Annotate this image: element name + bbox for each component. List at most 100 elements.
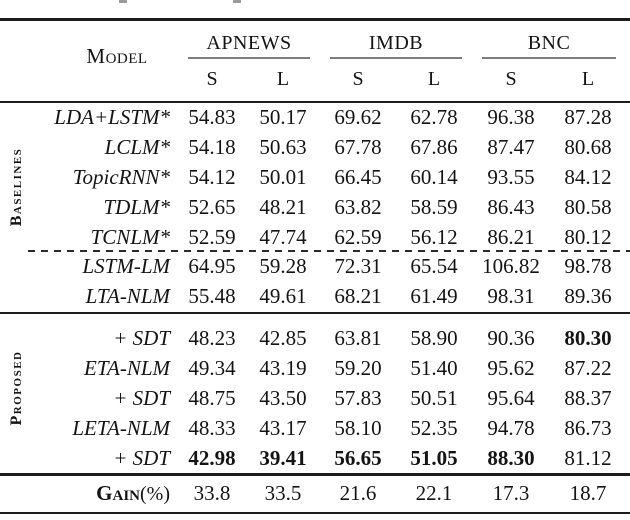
column-header-l: L [276, 68, 290, 90]
value-cell: 50.51 [410, 386, 458, 411]
value-cell: 98.31 [487, 284, 535, 309]
value-cell: 59.20 [334, 356, 382, 381]
value-cell: 86.43 [487, 194, 535, 219]
value-cell: 48.33 [188, 415, 236, 440]
value-cell: 60.14 [410, 164, 458, 189]
gain-value: 17.3 [492, 481, 530, 506]
cmidrule [482, 56, 616, 59]
table-row: LDA+LSTM* 54.83 50.17 69.62 62.78 96.38 87.28 [0, 103, 630, 133]
value-cell: 51.05 [410, 445, 458, 470]
model-name: TDLM* [103, 194, 170, 219]
column-header-l: L [427, 68, 441, 90]
value-cell: 51.40 [410, 356, 458, 381]
table-row: LTA-NLM 55.48 49.61 68.21 61.49 98.31 89.36 [0, 282, 630, 312]
value-cell: 50.17 [259, 105, 307, 130]
model-name: LCLM* [104, 135, 170, 160]
value-cell: 56.65 [334, 445, 382, 470]
value-cell: 67.78 [334, 135, 382, 160]
value-cell: 48.75 [188, 386, 236, 411]
value-cell: 58.59 [410, 194, 458, 219]
section-divider-rule [0, 311, 630, 315]
value-cell: 80.68 [564, 135, 612, 160]
gain-label-text: Gain [96, 481, 141, 506]
model-name: LTA-NLM [85, 284, 170, 309]
model-name: LDA+LSTM* [54, 105, 170, 130]
value-cell: 50.01 [259, 164, 307, 189]
value-cell: 72.31 [334, 254, 382, 279]
table-bottom-rule [0, 511, 630, 515]
value-cell: 80.30 [564, 326, 612, 351]
model-name: + SDT [113, 445, 170, 470]
value-cell: 63.81 [334, 326, 382, 351]
value-cell: 90.36 [487, 326, 535, 351]
value-cell: 62.59 [334, 224, 382, 249]
value-cell: 95.64 [487, 386, 535, 411]
value-cell: 43.19 [259, 356, 307, 381]
table-row: TopicRNN* 54.12 50.01 66.45 60.14 93.55 84.12 [0, 163, 630, 193]
value-cell: 96.38 [487, 105, 535, 130]
gain-value: 33.8 [193, 481, 231, 506]
gain-value: 18.7 [569, 481, 607, 506]
value-cell: 54.83 [188, 105, 236, 130]
value-cell: 52.35 [410, 415, 458, 440]
value-cell: 52.65 [188, 194, 236, 219]
value-cell: 93.55 [487, 164, 535, 189]
model-name: TopicRNN* [72, 164, 170, 189]
table-row: ETA-NLM 49.34 43.19 59.20 51.40 95.62 87.22 [0, 354, 630, 384]
value-cell: 64.95 [188, 254, 236, 279]
table-row: + SDT 48.75 43.50 57.83 50.51 95.64 88.37 [0, 384, 630, 414]
value-cell: 65.54 [410, 254, 458, 279]
model-name: TCNLM* [90, 224, 170, 249]
table-row: + SDT 48.23 42.85 63.81 58.90 90.36 80.30 [0, 324, 630, 354]
column-header-s: S [352, 68, 364, 90]
value-cell: 67.86 [410, 135, 458, 160]
value-cell: 49.61 [259, 284, 307, 309]
baselines-rows: LDA+LSTM* 54.83 50.17 69.62 62.78 96.38 87.28 L… [0, 103, 630, 312]
side-label-baselines: Baselines [8, 147, 25, 227]
value-cell: 89.36 [564, 284, 612, 309]
value-cell: 84.12 [564, 164, 612, 189]
clipped-text-artifact [119, 0, 127, 3]
value-cell: 43.17 [259, 415, 307, 440]
value-cell: 98.78 [564, 254, 612, 279]
value-cell: 63.82 [334, 194, 382, 219]
value-cell: 49.34 [188, 356, 236, 381]
model-name: + SDT [113, 386, 170, 411]
value-cell: 87.22 [564, 356, 612, 381]
value-cell: 47.74 [259, 224, 307, 249]
value-cell: 42.98 [188, 445, 236, 470]
model-name: LSTM-LM [82, 254, 170, 279]
value-cell: 55.48 [188, 284, 236, 309]
gain-value: 33.5 [264, 481, 302, 506]
proposed-rows: + SDT 48.23 42.85 63.81 58.90 90.36 80.30 ETA-N… [0, 314, 630, 473]
value-cell: 106.82 [482, 254, 540, 279]
table-top-rule [0, 18, 630, 21]
side-label-proposed: Proposed [8, 350, 25, 426]
value-cell: 52.59 [188, 224, 236, 249]
value-cell: 88.37 [564, 386, 612, 411]
value-cell: 95.62 [487, 356, 535, 381]
column-group-imdb: IMDB [320, 21, 472, 59]
value-cell: 42.85 [259, 326, 307, 351]
model-name: LETA-NLM [72, 415, 170, 440]
value-cell: 54.18 [188, 135, 236, 160]
value-cell: 43.50 [259, 386, 307, 411]
cmidrule [330, 56, 462, 59]
value-cell: 81.12 [564, 445, 612, 470]
value-cell: 87.47 [487, 135, 535, 160]
gain-top-rule [0, 473, 630, 476]
value-cell: 48.21 [259, 194, 307, 219]
value-cell: 54.12 [188, 164, 236, 189]
value-cell: 62.78 [410, 105, 458, 130]
value-cell: 80.12 [564, 224, 612, 249]
value-cell: 50.63 [259, 135, 307, 160]
table-row: LCLM* 54.18 50.63 67.78 67.86 87.47 80.68 [0, 133, 630, 163]
column-group-bnc: BNC [472, 21, 626, 59]
value-cell: 58.10 [334, 415, 382, 440]
group-label: IMDB [368, 31, 424, 54]
value-cell: 86.73 [564, 415, 612, 440]
cmidrule [188, 56, 310, 59]
value-cell: 66.45 [334, 164, 382, 189]
column-header-s: S [206, 68, 218, 90]
gain-label: Gain(%) [0, 481, 178, 506]
